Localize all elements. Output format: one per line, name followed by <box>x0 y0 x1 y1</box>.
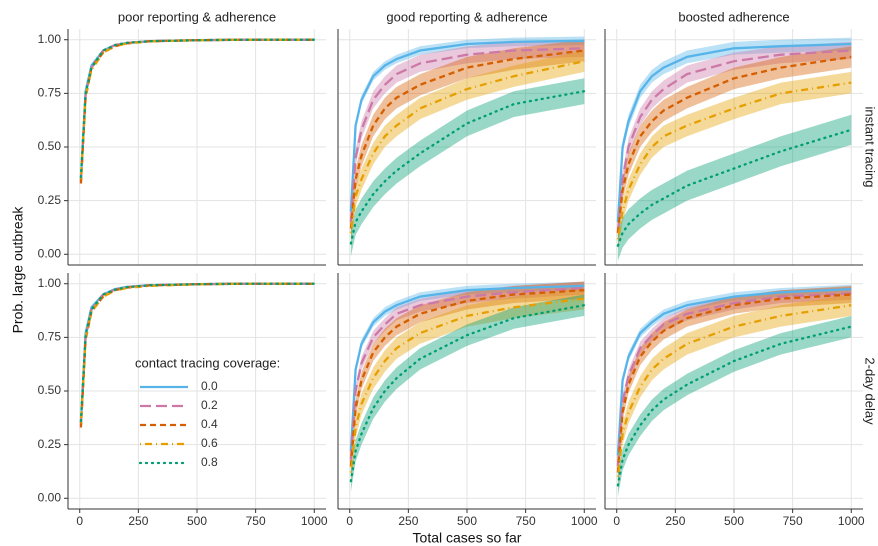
legend-label: 0.8 <box>201 455 218 469</box>
series-line <box>349 47 585 223</box>
series-line <box>616 81 852 240</box>
series-line <box>79 282 315 424</box>
y-tick-label: 1.00 <box>38 32 62 46</box>
y-tick-label: 1.00 <box>38 276 62 290</box>
confidence-ribbon <box>617 114 852 261</box>
facet-row-label: 2-day delay <box>863 357 878 425</box>
y-tick-label: 0.75 <box>38 86 62 100</box>
legend-label: 0.2 <box>201 398 218 412</box>
facet-row-label: instant tracing <box>863 107 878 188</box>
y-tick-label: 0.50 <box>38 139 62 153</box>
series-line <box>349 90 586 245</box>
series-line <box>79 38 315 184</box>
legend-label: 0.0 <box>201 379 218 393</box>
series-line <box>616 292 852 467</box>
series-line <box>616 42 852 223</box>
x-tick-label: 500 <box>457 514 477 528</box>
series-line <box>616 128 853 247</box>
legend-label: 0.6 <box>201 436 218 450</box>
x-tick-label: 1000 <box>838 514 865 528</box>
legend-title: contact tracing coverage: <box>135 355 280 370</box>
x-tick-label: 0 <box>346 514 353 528</box>
x-tick-label: 750 <box>246 514 266 528</box>
x-tick-label: 250 <box>398 514 418 528</box>
series-line <box>349 286 585 460</box>
series-line <box>349 297 585 473</box>
series-line <box>79 38 315 180</box>
series-line <box>349 39 585 212</box>
confidence-ribbon <box>350 39 585 240</box>
x-tick-label: 750 <box>783 514 803 528</box>
y-tick-label: 0.50 <box>38 383 62 397</box>
x-axis-title: Total cases so far <box>413 530 522 546</box>
facet-label: good reporting & adherence <box>386 9 547 24</box>
series-line <box>79 38 315 180</box>
x-tick-label: 1000 <box>571 514 598 528</box>
series-line <box>349 304 586 483</box>
series-line <box>79 38 315 182</box>
y-axis-title: Prob. large outbreak <box>10 206 26 334</box>
series-line <box>616 293 852 473</box>
x-tick-label: 250 <box>128 514 148 528</box>
x-tick-label: 0 <box>613 514 620 528</box>
series-line <box>616 287 852 456</box>
y-tick-label: 0.00 <box>38 246 62 260</box>
x-tick-label: 500 <box>724 514 744 528</box>
y-tick-label: 0.75 <box>38 330 62 344</box>
confidence-ribbon <box>617 294 852 488</box>
series-line <box>349 289 585 467</box>
confidence-ribbon <box>617 46 852 244</box>
x-tick-label: 1000 <box>301 514 328 528</box>
y-tick-label: 0.25 <box>38 193 62 207</box>
x-tick-label: 250 <box>665 514 685 528</box>
x-tick-label: 500 <box>187 514 207 528</box>
series-line <box>349 49 585 229</box>
y-tick-label: 0.25 <box>38 437 62 451</box>
legend-label: 0.4 <box>201 417 218 431</box>
series-line <box>79 282 315 424</box>
series-line <box>79 282 316 423</box>
series-line <box>616 325 853 487</box>
series-line <box>616 304 852 477</box>
x-tick-label: 0 <box>76 514 83 528</box>
confidence-ribbon <box>350 288 585 484</box>
x-tick-label: 750 <box>516 514 536 528</box>
series-line <box>616 49 852 233</box>
series-line <box>79 38 316 179</box>
confidence-ribbon <box>617 315 852 497</box>
facet-label: poor reporting & adherence <box>118 9 276 24</box>
facet-label: boosted adherence <box>678 9 789 24</box>
y-tick-label: 0.00 <box>38 490 62 504</box>
series-line <box>349 284 585 452</box>
